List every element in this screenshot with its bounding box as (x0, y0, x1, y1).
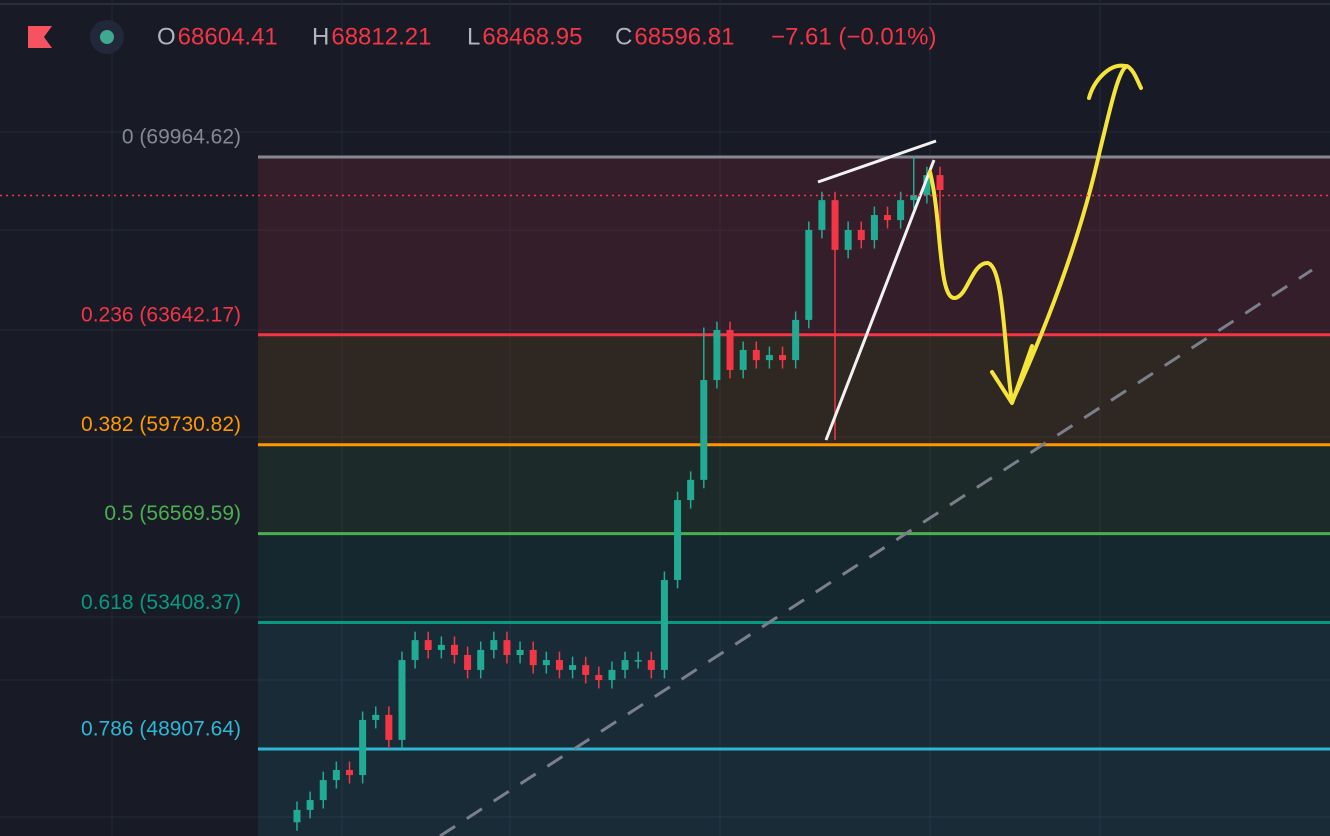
header-bg (0, 20, 8, 50)
candle-body (542, 660, 550, 666)
projection-drawing (928, 63, 1143, 405)
candle-body (779, 355, 787, 361)
ohlc-key: C (615, 23, 632, 50)
candle-body (595, 674, 603, 681)
candle-body (621, 660, 629, 670)
candle-body (805, 229, 813, 320)
candle-body (726, 330, 734, 370)
candle-body (936, 175, 944, 191)
fib-label: 0.618 (53408.37) (81, 591, 241, 614)
candle-body (700, 380, 708, 480)
candle-body (293, 809, 301, 823)
change: −7.61 (−0.01%) (771, 23, 936, 50)
candle-body (359, 719, 367, 776)
candle-body (332, 769, 340, 781)
candle-body (306, 800, 314, 810)
candle-body (831, 200, 839, 250)
ohlc-key: H (312, 23, 329, 50)
candles (293, 157, 944, 831)
candle-body (765, 355, 773, 361)
fib-zones (258, 156, 1330, 836)
candle-body (385, 714, 393, 740)
candle-body (490, 640, 498, 650)
candle-body (910, 195, 918, 201)
ohlc-value: 68468.95 (482, 23, 582, 50)
flag-icon[interactable] (28, 26, 52, 48)
candle-body (844, 229, 852, 250)
candle-body (884, 215, 892, 221)
trend-line (439, 268, 1313, 836)
fib-zone (258, 622, 1330, 749)
candle-body (923, 175, 931, 196)
fib-zone (258, 533, 1330, 623)
candle-body (870, 215, 878, 241)
candle-body (647, 660, 655, 670)
fib-label: 0.236 (63642.17) (81, 303, 241, 326)
candle-body (319, 780, 327, 801)
wedge-drawing (817, 139, 937, 441)
candle-body (713, 330, 721, 381)
ohlc-key: L (467, 23, 480, 50)
candle-body (582, 665, 590, 675)
candle-body (897, 200, 905, 221)
candle-body (529, 649, 537, 666)
fib-label: 0.786 (48907.64) (81, 718, 241, 741)
candle-body (503, 640, 511, 656)
ohlc-value: 68812.21 (331, 23, 431, 50)
candle-body (516, 649, 524, 656)
candle-body (477, 649, 485, 670)
fib-zone (258, 748, 1330, 836)
candle-body (372, 714, 380, 720)
candle-body (424, 640, 432, 650)
candle-body (437, 644, 445, 650)
candle-body (752, 349, 760, 361)
candle-body (398, 660, 406, 740)
candle-body (464, 655, 472, 670)
candle-body (792, 319, 800, 361)
candle-body (818, 200, 826, 230)
candle-body (739, 349, 747, 370)
candle-body (687, 479, 695, 501)
fib-levels: 0 (69964.62) 0.236 (63642.17) 0.382 (59730… (81, 126, 1330, 751)
ohlc-value: 68596.81 (634, 23, 734, 50)
ohlc-header: O 68604.41 H 68812.21 L 68468.95 C 68596.81 −7.6… (157, 23, 936, 50)
candle-body (634, 660, 642, 662)
fib-label: 0 (69964.62) (122, 126, 241, 149)
candle-body (411, 640, 419, 661)
candle-body (569, 665, 577, 670)
ohlc-value: 68604.41 (178, 23, 278, 50)
fib-label: 0.5 (56569.59) (104, 502, 241, 525)
candle-body (674, 500, 682, 580)
candle-body (450, 644, 458, 656)
status-dot (100, 30, 114, 44)
candle-body (660, 579, 668, 670)
fib-zone (258, 156, 1330, 335)
candle-body (857, 229, 865, 241)
ohlc-key: O (157, 23, 176, 50)
candle-body (608, 669, 616, 681)
candle-body (345, 769, 353, 776)
fib-label: 0.382 (59730.82) (81, 413, 241, 436)
candle-body (555, 660, 563, 670)
fib-zone (258, 444, 1330, 534)
